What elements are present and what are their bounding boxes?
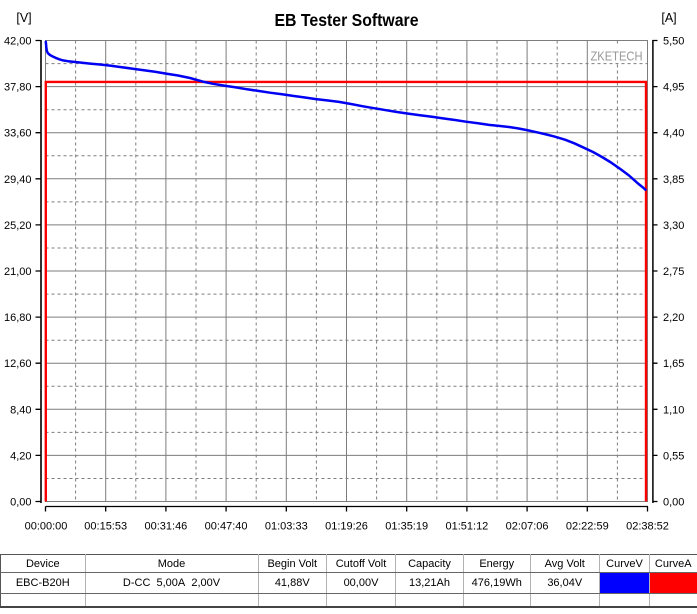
svg-text:2,75: 2,75 [663, 266, 684, 278]
svg-text:01:03:33: 01:03:33 [265, 521, 308, 533]
svg-text:16,80: 16,80 [4, 312, 32, 324]
svg-text:02:22:59: 02:22:59 [566, 521, 609, 533]
svg-text:00:31:46: 00:31:46 [144, 521, 187, 533]
svg-text:0,00: 0,00 [663, 497, 684, 509]
svg-text:[V]: [V] [16, 11, 31, 25]
svg-text:4,95: 4,95 [663, 82, 684, 94]
svg-text:EB Tester Software: EB Tester Software [275, 10, 419, 30]
svg-text:4,20: 4,20 [10, 450, 31, 462]
svg-text:00:00:00: 00:00:00 [25, 521, 68, 533]
svg-text:0,55: 0,55 [663, 450, 684, 462]
svg-text:3,85: 3,85 [663, 174, 684, 186]
svg-text:25,20: 25,20 [4, 220, 32, 232]
svg-text:01:51:12: 01:51:12 [445, 521, 488, 533]
svg-text:01:19:26: 01:19:26 [325, 521, 368, 533]
svg-text:2,20: 2,20 [663, 312, 684, 324]
svg-text:37,80: 37,80 [4, 82, 32, 94]
svg-text:8,40: 8,40 [10, 404, 31, 416]
svg-text:02:38:52: 02:38:52 [626, 521, 669, 533]
svg-text:[A]: [A] [661, 11, 676, 25]
svg-text:ZKETECH: ZKETECH [591, 49, 643, 64]
svg-text:33,60: 33,60 [4, 128, 32, 140]
svg-text:29,40: 29,40 [4, 174, 32, 186]
svg-text:12,60: 12,60 [4, 358, 32, 370]
svg-text:5,50: 5,50 [663, 36, 684, 48]
svg-text:42,00: 42,00 [4, 36, 32, 48]
svg-text:3,30: 3,30 [663, 220, 684, 232]
svg-text:4,40: 4,40 [663, 128, 684, 140]
svg-text:1,10: 1,10 [663, 404, 684, 416]
svg-text:02:07:06: 02:07:06 [506, 521, 549, 533]
svg-text:0,00: 0,00 [10, 497, 31, 509]
svg-text:00:47:40: 00:47:40 [205, 521, 248, 533]
svg-text:01:35:19: 01:35:19 [385, 521, 428, 533]
svg-text:00:15:53: 00:15:53 [84, 521, 127, 533]
svg-text:21,00: 21,00 [4, 266, 32, 278]
svg-text:1,65: 1,65 [663, 358, 684, 370]
